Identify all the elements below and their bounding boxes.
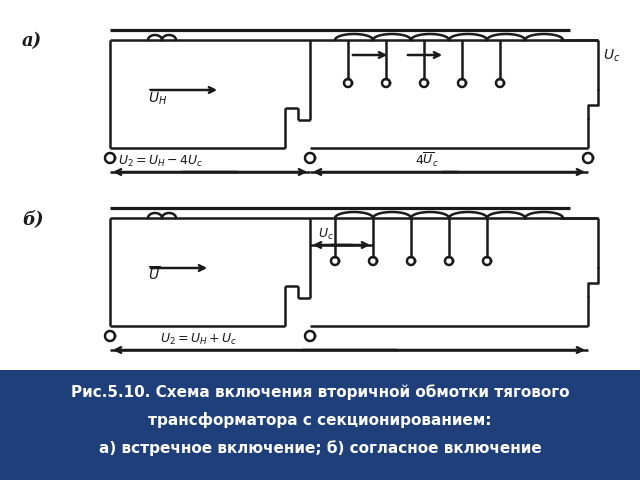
Text: $U_2=U_H-4U_c$: $U_2=U_H-4U_c$	[118, 154, 204, 169]
Text: $U_c$: $U_c$	[318, 227, 334, 242]
Bar	[0, 370, 640, 480]
Text: а): а)	[22, 32, 42, 50]
Text: трансформатора с секционированием:: трансформатора с секционированием:	[148, 412, 492, 428]
Text: Рис.5.10. Схема включения вторичной обмотки тягового: Рис.5.10. Схема включения вторичной обмо…	[71, 384, 569, 400]
Text: $\overline{U}$: $\overline{U}$	[148, 266, 160, 284]
Text: $U_2=U_H+U_c$: $U_2=U_H+U_c$	[160, 332, 237, 347]
Text: б): б)	[22, 210, 44, 228]
Text: $U_c$: $U_c$	[603, 48, 620, 64]
Text: а) встречное включение; б) согласное включение: а) встречное включение; б) согласное вкл…	[99, 440, 541, 456]
Text: $\overline{U}_H$: $\overline{U}_H$	[148, 87, 168, 108]
Text: $4\overline{U}_c$: $4\overline{U}_c$	[415, 151, 439, 169]
